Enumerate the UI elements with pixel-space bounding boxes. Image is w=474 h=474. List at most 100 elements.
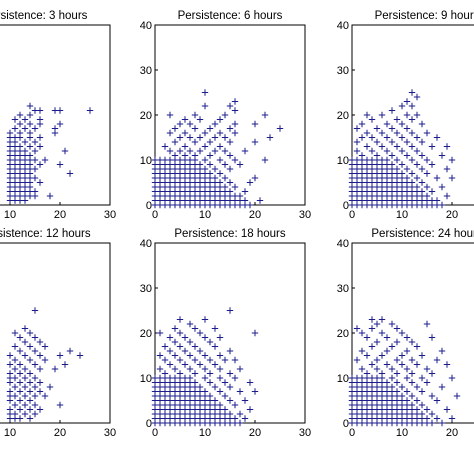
data-point (353, 138, 361, 146)
data-point (423, 379, 431, 386)
data-point (408, 170, 416, 177)
data-point (221, 111, 229, 119)
data-point (231, 129, 239, 137)
subplot-2: Persistence: 6 hours 0 10 20 30 0 10 20 30 40 (140, 10, 311, 221)
data-point (368, 116, 376, 123)
data-point (156, 352, 164, 359)
data-point (21, 374, 29, 382)
data-point (11, 329, 19, 337)
data-point (6, 370, 14, 377)
data-point (41, 343, 49, 350)
data-point (353, 356, 361, 364)
data-point (201, 352, 209, 359)
data-point (181, 116, 189, 123)
data-point (398, 383, 406, 391)
data-point (41, 392, 49, 400)
data-point (388, 161, 396, 168)
data-point (216, 374, 224, 382)
data-point (41, 356, 49, 364)
x-tick-label: 20 (446, 427, 458, 439)
data-point (388, 138, 396, 146)
data-point (363, 334, 371, 341)
x-tick-label: 30 (299, 209, 311, 221)
data-point (21, 365, 29, 373)
data-point (398, 161, 406, 168)
data-point (181, 152, 189, 159)
data-point (216, 401, 224, 409)
x-tick-label: 0 (152, 209, 158, 221)
data-point (443, 406, 451, 413)
data-point (408, 129, 416, 137)
series-markers (6, 307, 84, 422)
data-point (251, 174, 259, 182)
data-point (408, 370, 416, 377)
data-point (31, 374, 39, 382)
data-point (408, 379, 416, 386)
data-point (201, 165, 209, 173)
data-point (191, 325, 199, 332)
data-point (398, 329, 406, 337)
data-point (408, 116, 416, 123)
data-point (36, 134, 44, 141)
data-point (171, 352, 179, 359)
data-point (398, 147, 406, 155)
plot-title: Persistence: 18 hours (174, 228, 285, 240)
data-point (36, 338, 44, 346)
data-point (51, 125, 59, 132)
data-point (236, 419, 244, 427)
data-point (413, 406, 421, 413)
data-point (186, 374, 194, 382)
data-point (358, 365, 366, 373)
data-point (186, 120, 194, 128)
data-point (216, 388, 224, 395)
data-point (31, 383, 39, 391)
data-point (161, 370, 169, 377)
data-point (216, 156, 224, 164)
data-point (423, 129, 431, 137)
data-point (201, 89, 209, 96)
data-point (236, 410, 244, 418)
data-point (408, 143, 416, 150)
data-point (21, 338, 29, 346)
data-point (206, 338, 214, 346)
data-point (31, 188, 39, 195)
plot-title: Persistence: 3 hours (0, 10, 88, 22)
data-point (36, 161, 44, 168)
data-point (211, 120, 219, 128)
data-point (413, 383, 421, 391)
data-point (398, 392, 406, 400)
data-point (226, 165, 234, 173)
data-point (388, 152, 396, 159)
data-point (16, 388, 24, 395)
data-point (393, 156, 401, 164)
data-point (161, 143, 169, 150)
data-point (191, 138, 199, 146)
data-point (418, 410, 426, 418)
data-point (191, 152, 199, 159)
data-point (393, 356, 401, 364)
data-point (378, 316, 386, 323)
x-tick-label: 30 (104, 427, 116, 439)
data-point (51, 365, 59, 373)
data-point (231, 374, 239, 382)
data-point (246, 179, 254, 186)
data-point (201, 143, 209, 150)
data-point (31, 307, 39, 314)
data-point (403, 152, 411, 159)
data-point (378, 111, 386, 119)
data-point (21, 125, 29, 132)
data-point (191, 379, 199, 386)
data-point (393, 379, 401, 386)
data-point (21, 352, 29, 359)
data-point (221, 379, 229, 386)
data-point (216, 352, 224, 359)
data-point (216, 334, 224, 341)
data-point (388, 107, 396, 114)
data-point (378, 143, 386, 150)
data-point (11, 356, 19, 364)
data-point (181, 361, 189, 368)
y-tick-label: 0 (146, 200, 152, 212)
data-point (36, 365, 44, 373)
data-point (31, 347, 39, 355)
data-point (166, 334, 174, 341)
